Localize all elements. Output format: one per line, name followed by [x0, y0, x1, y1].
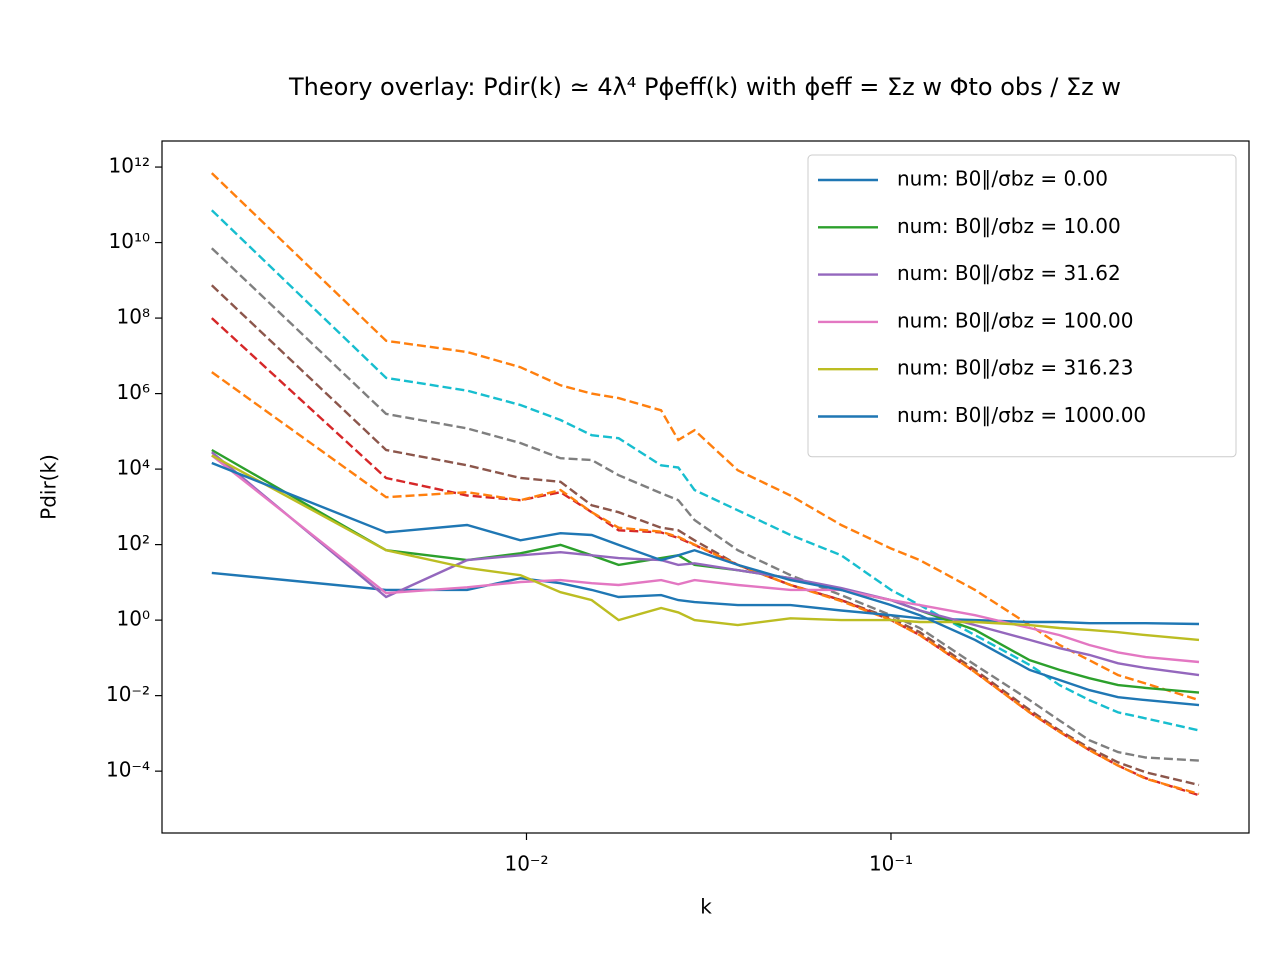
x-axis-label: k [700, 895, 712, 919]
y-tick-label: 10¹² [109, 154, 150, 178]
series-line [211, 461, 1200, 707]
y-tick-label: 10⁻⁴ [106, 758, 150, 782]
y-tick-label: 10⁶ [117, 380, 150, 404]
legend-label: num: B0∥/σbz = 10.00 [897, 214, 1121, 238]
chart-title: Theory overlay: Pdir(k) ≃ 4λ⁴ Pϕeff(k) w… [288, 73, 1121, 101]
legend-label: num: B0∥/σbz = 100.00 [897, 308, 1133, 332]
legend-label: num: B0∥/σbz = 0.00 [897, 167, 1108, 191]
series-line [211, 454, 1200, 642]
x-tick-label: 10⁻² [504, 852, 548, 876]
series-line [211, 451, 1200, 677]
y-tick-label: 10¹⁰ [109, 229, 150, 253]
series-line [210, 247, 1200, 762]
y-tick-label: 10⁴ [117, 456, 150, 480]
y-tick-label: 10⁰ [117, 607, 150, 631]
legend-label: num: B0∥/σbz = 1000.00 [897, 403, 1146, 427]
legend-box [807, 154, 1237, 458]
legend-label: num: B0∥/σbz = 31.62 [897, 261, 1121, 285]
y-tick-label: 10² [117, 531, 150, 555]
y-axis-label: Pdir(k) [37, 454, 61, 520]
series-line [211, 454, 1200, 664]
axes-frame [161, 140, 1250, 834]
y-tick-label: 10⁸ [117, 305, 150, 329]
legend-label: num: B0∥/σbz = 316.23 [897, 356, 1133, 380]
x-tick-label: 10⁻¹ [869, 852, 913, 876]
series-line [210, 209, 1200, 732]
y-tick-label: 10⁻² [106, 682, 150, 706]
